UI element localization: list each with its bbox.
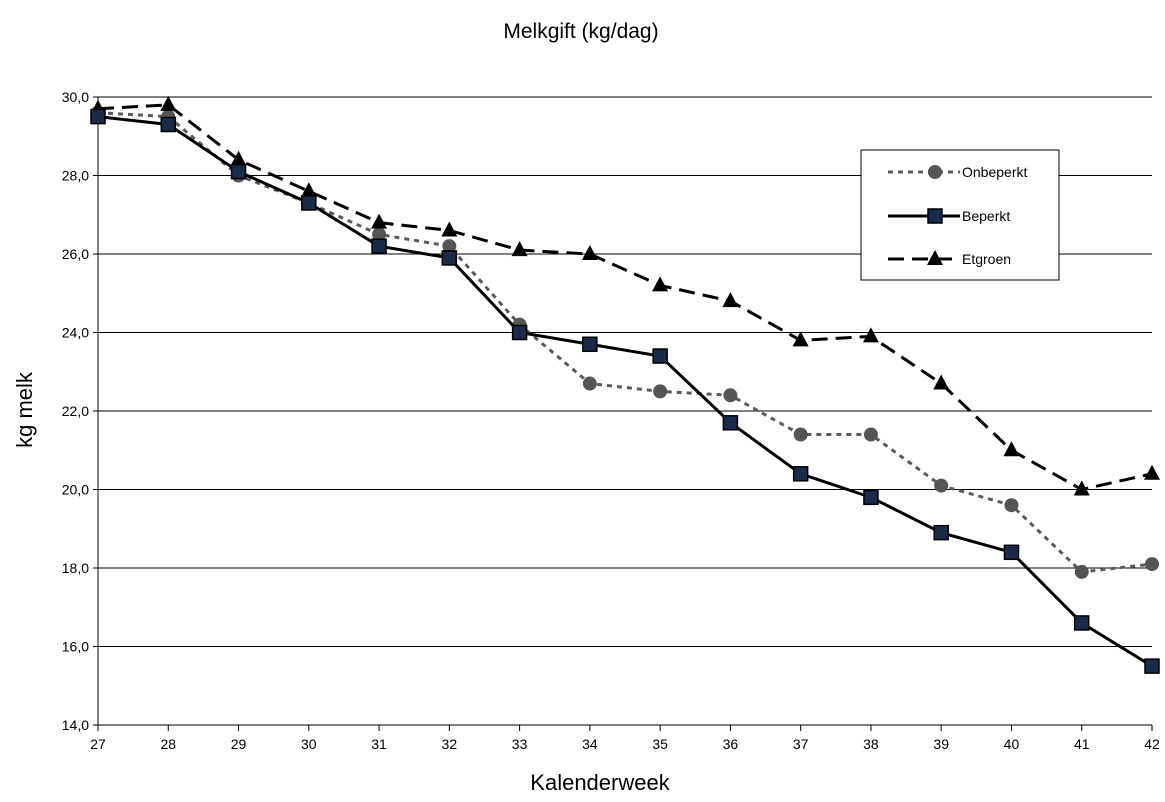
data-point <box>441 250 458 266</box>
x-tick-label: 28 <box>160 736 176 752</box>
data-point <box>933 524 949 541</box>
data-point <box>1004 498 1019 513</box>
data-point <box>160 95 177 111</box>
data-point <box>793 427 808 442</box>
x-tick-label: 37 <box>793 736 809 752</box>
legend-item: Etgroen <box>888 250 1011 267</box>
legend-marker <box>927 208 943 224</box>
data-point <box>371 238 387 254</box>
x-tick-label: 29 <box>231 736 247 752</box>
y-tick-label: 30,0 <box>62 89 89 105</box>
data-point <box>301 195 317 211</box>
data-point <box>1144 658 1160 674</box>
data-point <box>1073 480 1090 496</box>
data-point <box>582 376 597 391</box>
x-tick-label: 33 <box>512 736 528 752</box>
data-point <box>511 324 528 341</box>
data-point <box>653 384 668 399</box>
data-point <box>652 348 668 364</box>
data-point <box>933 374 950 390</box>
x-tick-label: 34 <box>582 736 598 752</box>
data-point <box>722 415 739 431</box>
data-point <box>863 489 879 506</box>
data-point <box>792 331 809 347</box>
series-line <box>97 115 1153 668</box>
data-point <box>723 388 738 403</box>
y-tick-label: 22,0 <box>62 403 89 419</box>
y-tick-label: 16,0 <box>62 639 89 655</box>
legend-item: Onbeperkt <box>888 164 1027 180</box>
data-point <box>230 150 247 166</box>
x-tick-label: 32 <box>442 736 458 752</box>
y-tick-label: 24,0 <box>62 325 89 341</box>
data-point <box>722 292 739 308</box>
series-group <box>90 95 1160 674</box>
x-tick-label: 36 <box>723 736 739 752</box>
x-tick-label: 38 <box>863 736 879 752</box>
data-point <box>300 182 317 198</box>
y-tick-label: 18,0 <box>62 560 89 576</box>
legend-marker <box>928 165 942 179</box>
y-tick-label: 14,0 <box>62 717 89 733</box>
x-tick-label: 41 <box>1074 736 1090 752</box>
data-point <box>442 239 457 254</box>
chart-title: Melkgift (kg/dag) <box>503 20 658 43</box>
data-point <box>1145 557 1159 572</box>
data-point <box>1144 464 1160 480</box>
x-tick-label: 35 <box>652 736 668 752</box>
data-point <box>1003 441 1020 457</box>
data-point <box>652 276 669 292</box>
series-line <box>97 103 1153 492</box>
x-tick-label: 31 <box>371 736 387 752</box>
legend: Onbeperkt Beperkt Etgroen <box>860 149 1060 281</box>
data-point <box>511 241 528 257</box>
legend-marker <box>927 250 943 265</box>
data-point <box>792 466 809 482</box>
data-point <box>862 327 879 343</box>
legend-item: Beperkt <box>888 208 1010 224</box>
y-axis-title: kg melk <box>12 371 37 448</box>
data-point <box>371 213 388 229</box>
axes: 14,0 16,0 18,0 20,0 22,0 24,0 26,0 28,0 30,0 27 28… <box>62 89 1160 752</box>
y-tick-label: 20,0 <box>62 482 89 498</box>
series-etgroen <box>90 95 1160 496</box>
data-point <box>160 116 177 133</box>
data-point <box>1003 544 1020 561</box>
data-point <box>582 336 598 353</box>
data-point <box>372 227 387 242</box>
legend-label: Onbeperkt <box>962 164 1027 180</box>
data-point <box>1073 615 1090 631</box>
data-point <box>581 245 598 260</box>
x-tick-label: 42 <box>1144 736 1160 752</box>
y-tick-label: 26,0 <box>62 246 89 262</box>
x-tick-label: 27 <box>90 736 106 752</box>
data-point <box>230 163 247 180</box>
data-point <box>934 478 949 493</box>
data-point <box>863 427 878 442</box>
x-axis-title: Kalenderweek <box>530 770 670 795</box>
x-tick-label: 39 <box>933 736 949 752</box>
series-beperkt <box>90 108 1160 674</box>
y-tick-label: 28,0 <box>62 168 89 184</box>
data-point <box>441 221 458 237</box>
legend-label: Etgroen <box>962 251 1011 267</box>
legend-label: Beperkt <box>962 208 1010 224</box>
x-tick-label: 30 <box>301 736 317 752</box>
data-point <box>1074 564 1089 579</box>
x-tick-label: 40 <box>1004 736 1020 752</box>
data-point <box>90 108 106 125</box>
